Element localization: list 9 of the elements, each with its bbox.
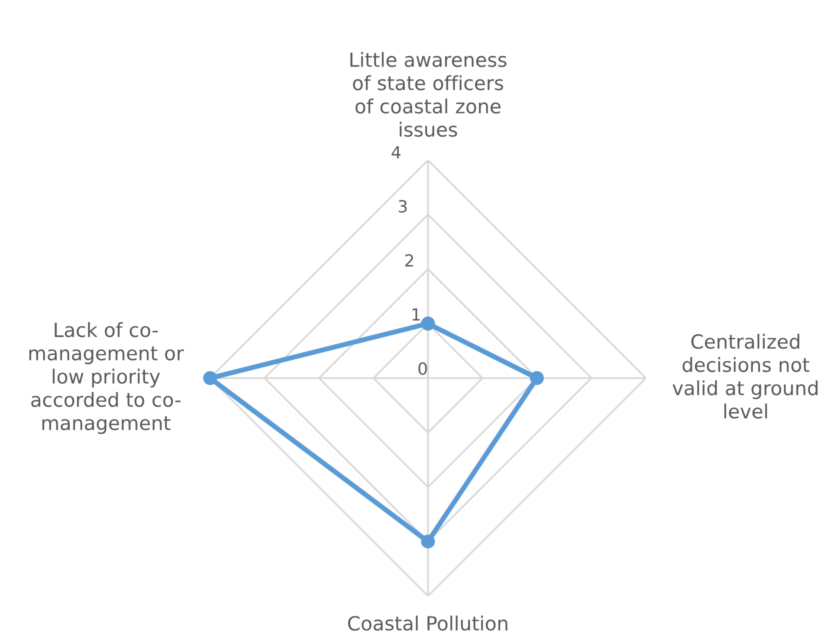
y-tick-label: 3 bbox=[398, 200, 407, 213]
y-tick-label: 2 bbox=[405, 254, 414, 266]
spoke-label: Lack of co- management or low priority accorded to co- management bbox=[29, 322, 184, 434]
spoke-label: Coastal Pollution bbox=[348, 616, 508, 631]
spoke-label: Little awareness of state officers of coastal zone issues bbox=[350, 52, 506, 137]
y-tick-label: 4 bbox=[392, 146, 400, 158]
y-tick-label: 0 bbox=[418, 362, 427, 375]
spoke-label: Centralized decisions not valid at ground level bbox=[672, 334, 818, 419]
y-tick-label: 1 bbox=[412, 308, 420, 321]
